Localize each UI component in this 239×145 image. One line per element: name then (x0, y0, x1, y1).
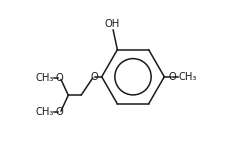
Text: O: O (56, 73, 64, 83)
Text: O: O (90, 72, 98, 82)
Text: CH₃: CH₃ (35, 73, 54, 83)
Text: OH: OH (104, 19, 119, 29)
Text: CH₃: CH₃ (35, 107, 54, 117)
Text: O: O (56, 107, 64, 117)
Text: CH₃: CH₃ (178, 72, 196, 82)
Text: O: O (168, 72, 176, 82)
